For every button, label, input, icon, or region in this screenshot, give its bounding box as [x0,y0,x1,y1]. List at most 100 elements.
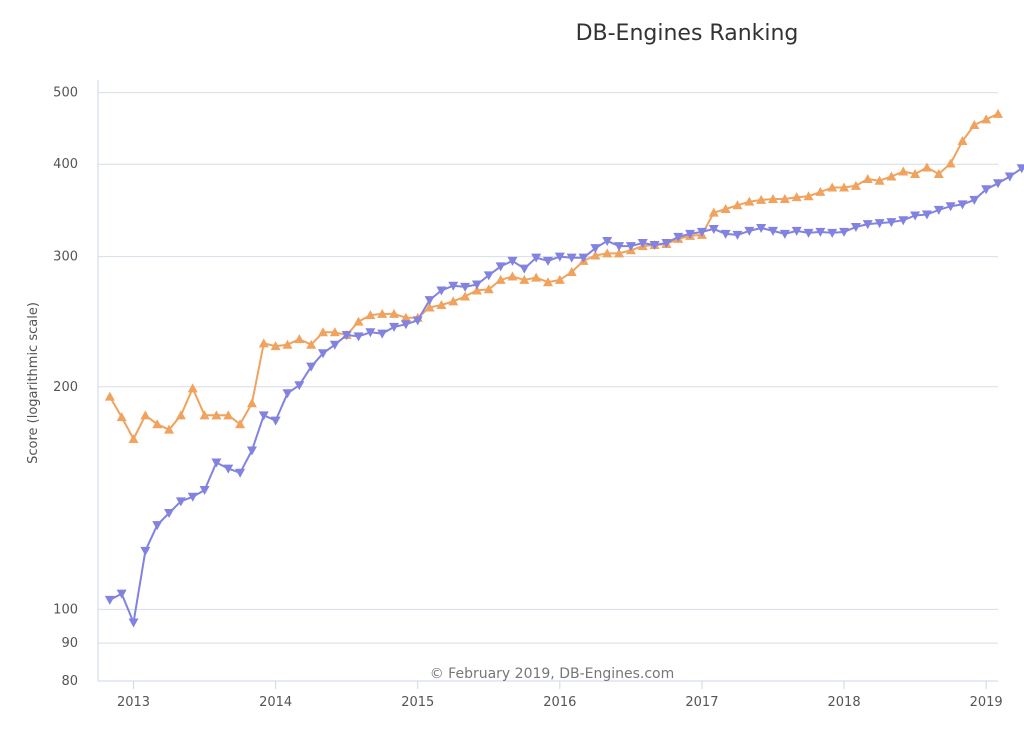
data-point[interactable] [211,458,222,468]
data-point[interactable] [460,282,471,292]
data-point[interactable] [164,508,175,518]
data-point[interactable] [898,166,909,176]
data-point[interactable] [341,331,352,341]
data-point[interactable] [424,296,435,306]
data-point[interactable] [187,383,198,393]
data-point[interactable] [211,410,222,420]
data-point[interactable] [720,203,731,213]
data-point[interactable] [732,230,743,240]
data-point[interactable] [448,281,459,291]
data-point[interactable] [827,228,838,238]
data-point[interactable] [448,296,459,306]
data-point[interactable] [803,191,814,201]
data-point[interactable] [246,398,257,408]
data-point[interactable] [649,241,660,251]
data-point[interactable] [471,285,482,295]
data-point[interactable] [329,327,340,337]
data-point[interactable] [400,320,411,330]
data-point[interactable] [744,196,755,206]
data-point[interactable] [921,162,932,172]
data-point[interactable] [839,227,850,237]
data-point[interactable] [116,589,127,599]
data-point[interactable] [602,248,613,258]
data-point[interactable] [696,227,707,237]
data-point[interactable] [969,195,980,205]
data-point[interactable] [815,186,826,196]
data-point[interactable] [862,220,873,230]
data-point[interactable] [318,327,328,337]
data-point[interactable] [318,349,328,359]
data-point[interactable] [910,169,921,179]
data-point[interactable] [175,410,186,420]
data-point[interactable] [436,286,447,296]
data-point[interactable] [365,328,376,338]
data-point[interactable] [128,618,139,628]
data-point[interactable] [258,411,269,421]
data-point[interactable] [531,253,542,263]
data-point[interactable] [282,339,293,349]
data-point[interactable] [957,200,968,210]
data-point[interactable] [803,228,814,238]
data-point[interactable] [554,274,565,284]
data-point[interactable] [199,410,210,420]
data-point[interactable] [827,182,838,192]
data-point[interactable] [602,236,613,246]
data-point[interactable] [945,158,956,168]
data-point[interactable] [507,271,518,281]
data-point[interactable] [768,193,778,203]
data-point[interactable] [152,419,163,429]
data-point[interactable] [708,207,719,217]
data-point[interactable] [246,446,257,456]
data-point[interactable] [720,229,731,239]
data-point[interactable] [554,252,565,262]
data-point[interactable] [329,340,340,350]
data-point[interactable] [199,486,210,496]
data-point[interactable] [543,256,553,266]
data-point[interactable] [543,277,553,287]
data-point[interactable] [495,274,506,284]
data-point[interactable] [578,253,589,263]
data-point[interactable] [104,391,115,401]
data-point[interactable] [756,223,767,233]
data-point[interactable] [471,280,482,290]
data-point[interactable] [661,238,672,248]
data-point[interactable] [152,521,163,531]
data-point[interactable] [566,266,577,276]
data-point[interactable] [306,339,317,349]
data-point[interactable] [270,416,281,426]
data-point[interactable] [389,322,400,332]
data-point[interactable] [140,410,151,420]
data-point[interactable] [981,114,992,124]
data-point[interactable] [933,169,944,179]
data-point[interactable] [874,175,885,185]
data-point[interactable] [898,216,909,226]
data-point[interactable] [933,205,944,215]
data-point[interactable] [519,274,530,284]
data-point[interactable] [128,433,139,443]
data-point[interactable] [495,262,506,272]
data-point[interactable] [353,332,364,342]
data-point[interactable] [1016,164,1024,174]
data-point[interactable] [957,136,968,146]
data-point[interactable] [708,224,719,234]
data-point[interactable] [590,244,601,254]
data-point[interactable] [981,185,992,195]
data-point[interactable] [779,229,790,239]
data-point[interactable] [483,284,494,294]
data-point[interactable] [791,192,802,202]
data-point[interactable] [282,389,293,399]
data-point[interactable] [377,308,388,318]
data-point[interactable] [258,338,269,348]
data-point[interactable] [223,464,234,474]
data-point[interactable] [768,226,778,236]
data-point[interactable] [744,226,755,236]
data-point[interactable] [874,219,885,229]
data-point[interactable] [519,264,530,274]
data-point[interactable] [104,595,115,605]
data-point[interactable] [389,308,400,318]
data-point[interactable] [294,381,305,391]
data-point[interactable] [637,238,648,248]
data-point[interactable] [1004,172,1015,182]
data-point[interactable] [566,253,577,263]
data-point[interactable] [235,468,246,478]
